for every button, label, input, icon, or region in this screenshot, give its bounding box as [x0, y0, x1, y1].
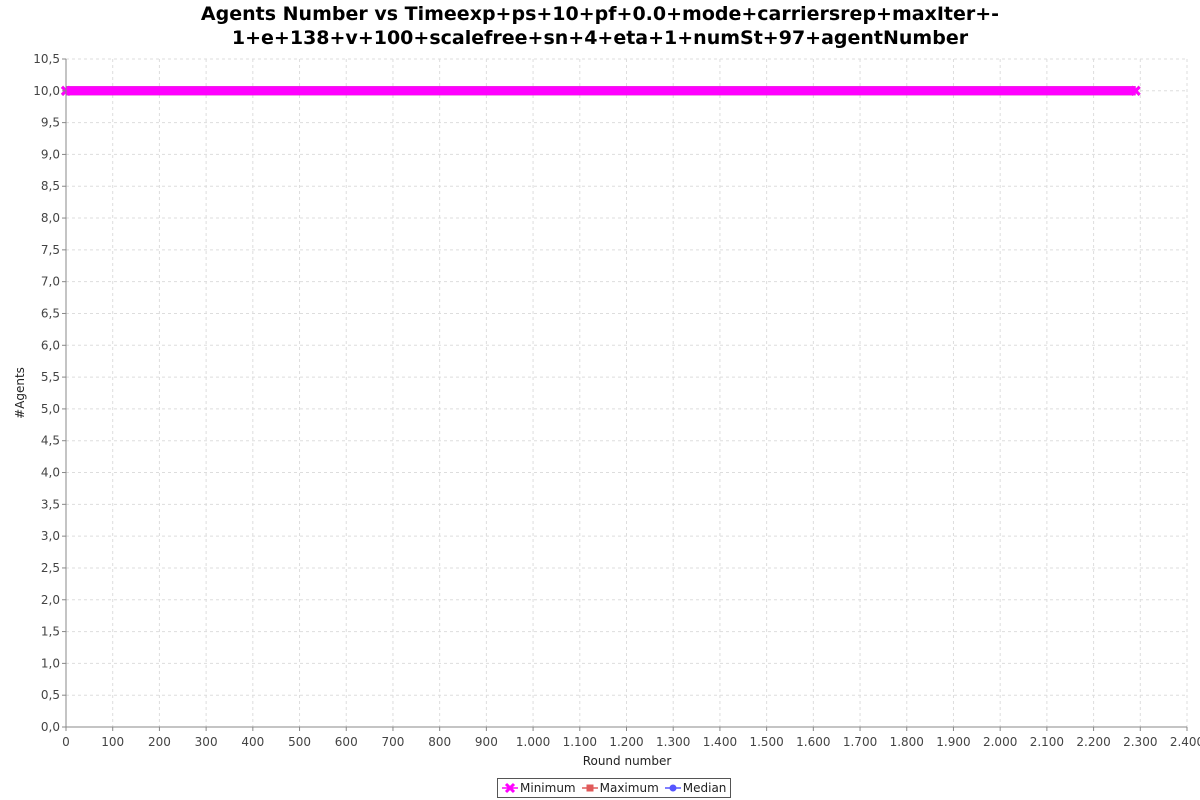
y-tick-label: 0,5	[41, 688, 60, 702]
chart-title-line-2: 1+e+138+v+100+scalefree+sn+4+eta+1+numSt…	[231, 27, 969, 49]
x-tick-label: 1.800	[890, 735, 924, 749]
x-tick-label: 1.700	[843, 735, 877, 749]
y-tick-label: 2,0	[41, 593, 60, 607]
x-tick-label: 0	[62, 735, 70, 749]
legend-marker-square	[581, 784, 598, 792]
chart-title: Agents Number vs Timeexp+ps+10+pf+0.0+mo…	[0, 2, 1200, 50]
x-tick-label: 2.200	[1076, 735, 1110, 749]
series-end-point	[1130, 85, 1141, 96]
y-tick-label: 10,0	[33, 84, 60, 98]
x-tick-label: 400	[241, 735, 264, 749]
x-tick-label: 200	[148, 735, 171, 749]
y-tick-label: 0,0	[41, 720, 60, 734]
x-tick-label: 2.000	[983, 735, 1017, 749]
x-axis-label: Round number	[583, 754, 672, 768]
legend-item-minimum: Minimum	[502, 781, 576, 795]
y-tick-label: 8,5	[41, 179, 60, 193]
legend-label-minimum: Minimum	[520, 781, 576, 795]
y-tick-label: 3,0	[41, 529, 60, 543]
legend-marker-circle	[664, 784, 681, 792]
legend-label-median: Median	[682, 781, 727, 795]
x-tick-label: 600	[335, 735, 358, 749]
legend-marker-cross	[502, 782, 518, 794]
chart-title-line-1: Agents Number vs Timeexp+ps+10+pf+0.0+mo…	[200, 3, 1000, 25]
y-tick-label: 2,5	[41, 561, 60, 575]
y-tick-label: 6,0	[41, 338, 60, 352]
x-tick-label: 700	[382, 735, 405, 749]
legend-item-maximum: Maximum	[581, 781, 659, 795]
x-tick-label: 1.300	[656, 735, 690, 749]
x-tick-label: 500	[288, 735, 311, 749]
y-tick-label: 1,5	[41, 625, 60, 639]
y-axis-ticks: 0,0 0,5 1,0 1,5 2,0 2,5 3,0 3,5 4,0 4,5 5,0 5,5 6,0 6…	[33, 52, 66, 734]
x-tick-label: 300	[195, 735, 218, 749]
y-tick-label: 9,5	[41, 116, 60, 130]
y-tick-label: 4,5	[41, 434, 60, 448]
x-tick-label: 1.600	[796, 735, 830, 749]
x-tick-label: 100	[101, 735, 124, 749]
y-tick-label: 9,0	[41, 147, 60, 161]
x-tick-label: 1.900	[936, 735, 970, 749]
y-tick-label: 5,0	[41, 402, 60, 416]
legend-label-maximum: Maximum	[599, 781, 659, 795]
x-tick-label: 2.400	[1170, 735, 1200, 749]
x-tick-label: 900	[475, 735, 498, 749]
y-tick-label: 10,5	[33, 52, 60, 66]
legend-item-median: Median	[664, 781, 727, 795]
series-minimum	[60, 85, 1141, 96]
chart-legend: Minimum Maximum Median	[497, 778, 732, 798]
x-tick-label: 1.200	[609, 735, 643, 749]
plot-area	[66, 59, 1187, 727]
y-tick-label: 4,0	[41, 466, 60, 480]
x-tick-label: 1.500	[749, 735, 783, 749]
y-tick-label: 6,5	[41, 306, 60, 320]
x-tick-label: 2.300	[1123, 735, 1157, 749]
x-tick-label: 1.400	[703, 735, 737, 749]
series-layer	[60, 85, 1141, 96]
y-tick-label: 7,0	[41, 275, 60, 289]
x-tick-label: 800	[428, 735, 451, 749]
x-tick-label: 1.000	[516, 735, 550, 749]
y-tick-label: 1,0	[41, 656, 60, 670]
y-tick-label: 5,5	[41, 370, 60, 384]
y-tick-label: 3,5	[41, 497, 60, 511]
x-axis-ticks: 0 100 200 300 400 500 600 700 800 900 1.000 1.100 1.…	[62, 727, 1200, 749]
y-axis-label: #Agents	[13, 367, 27, 419]
y-tick-label: 7,5	[41, 243, 60, 257]
x-tick-label: 1.100	[563, 735, 597, 749]
y-tick-label: 8,0	[41, 211, 60, 225]
x-tick-label: 2.100	[1030, 735, 1064, 749]
